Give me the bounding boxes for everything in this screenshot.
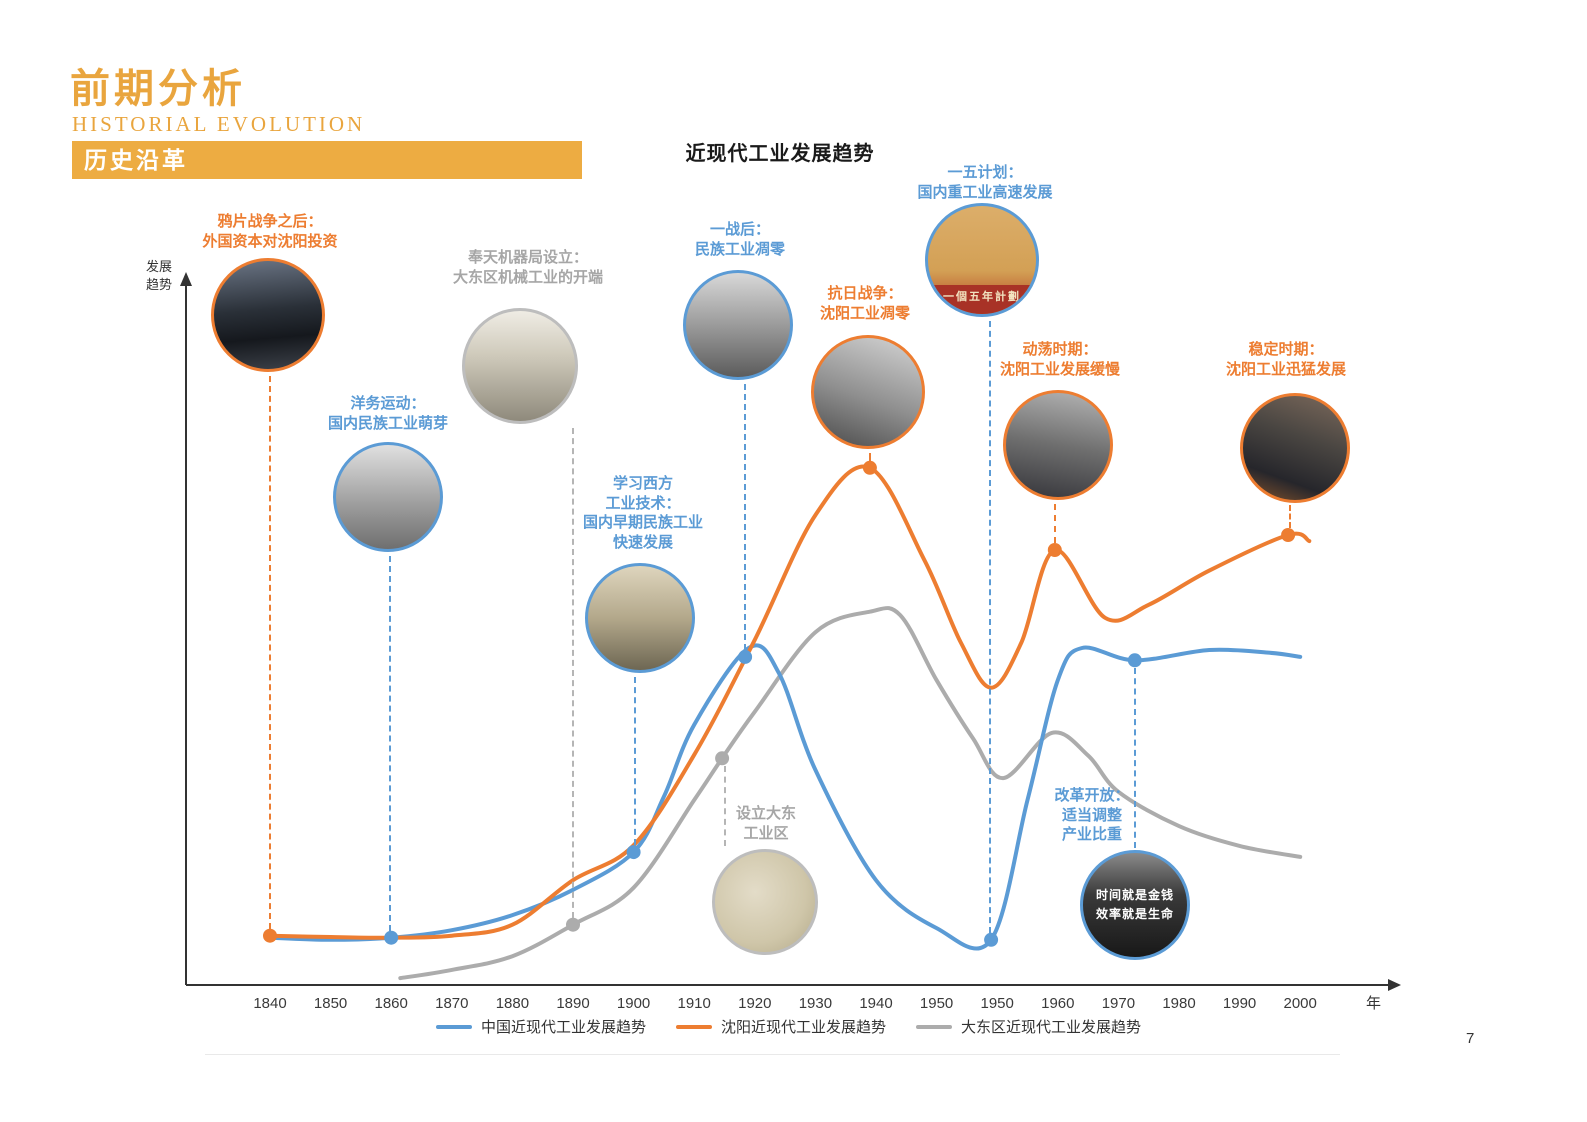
annotation-reform-opening-label: 改革开放： 适当调整 产业比重	[1054, 787, 1130, 843]
series-dot	[263, 928, 277, 943]
legend-swatch-dadong	[916, 1024, 952, 1029]
connector-opium-war	[269, 376, 271, 929]
annotation-westernization-movement-label: 洋务运动： 国内民族工业萌芽	[327, 395, 448, 432]
legend-label-china: 中国近现代工业发展趋势	[480, 1019, 646, 1036]
photo-reform-opening-caption: 时间就是金钱 效率就是生命	[1095, 887, 1174, 921]
series-dot	[738, 649, 753, 664]
section-banner: 历史沿革	[72, 141, 582, 179]
x-tick-label: 2000	[1284, 995, 1317, 1012]
x-tick-label: 1910	[678, 995, 711, 1012]
annotation-post-wwi-label: 一战后： 民族工业凋零	[694, 221, 785, 258]
dadong-trend-line	[398, 606, 1303, 981]
x-tick-label: 1970	[1102, 995, 1135, 1012]
x-tick-label: 1940	[859, 995, 892, 1012]
legend-swatch-china	[435, 1024, 472, 1029]
photo-opium-war	[211, 258, 325, 372]
x-tick-label: 1880	[496, 995, 529, 1012]
footer-divider	[205, 1054, 1340, 1055]
connector-fengtian-machine-bureau	[572, 428, 574, 918]
x-tick-label: 1980	[1162, 995, 1195, 1012]
connector-dadong-industrial-zone	[724, 766, 726, 846]
x-tick-label: 1950	[981, 995, 1014, 1012]
x-tick-label: 1920	[738, 995, 771, 1012]
photo-anti-japanese-war	[811, 335, 925, 449]
y-axis-label: 发展 趋势	[146, 259, 173, 292]
series-dot	[566, 917, 580, 932]
annotation-fengtian-machine-bureau-label: 奉天机器局设立： 大东区机械工业的开端	[452, 249, 603, 286]
photo-post-wwi	[683, 270, 793, 380]
connector-western-tech-learning	[634, 677, 636, 845]
chart-legend: 中国近现代工业发展趋势 沈阳近现代工业发展趋势 大东区近现代工业发展趋势	[185, 1016, 1392, 1037]
annotation-turbulent-period-label: 动荡时期： 沈阳工业发展缓慢	[999, 341, 1120, 378]
connector-turbulent-period	[1054, 504, 1056, 543]
x-tick-label: 1900	[617, 995, 650, 1012]
photo-western-tech-learning	[585, 563, 695, 673]
annotation-dadong-industrial-zone-label: 设立大东 工业区	[735, 805, 796, 842]
legend-label-shenyang: 沈阳近现代工业发展趋势	[720, 1019, 886, 1036]
series-dot	[1047, 543, 1062, 557]
y-axis-arrow	[180, 272, 192, 286]
legend-swatch-shenyang	[675, 1024, 712, 1029]
connector-first-five-year-plan	[989, 321, 991, 933]
x-tick-label: 1860	[375, 995, 408, 1012]
section-banner-label: 历史沿革	[84, 147, 188, 173]
x-tick-label: 1930	[799, 995, 832, 1012]
annotation-first-five-year-plan-label: 一五计划： 国内重工业高速发展	[917, 164, 1053, 201]
x-tick-label: 1890	[556, 995, 589, 1012]
connector-reform-opening	[1134, 668, 1136, 848]
photo-westernization-movement	[333, 442, 443, 552]
x-tick-label: 1990	[1223, 995, 1256, 1012]
page-number: 7	[1466, 1030, 1475, 1047]
photo-fengtian-machine-bureau	[462, 308, 578, 424]
page-title: 前期分析	[70, 67, 246, 111]
x-tick-label: 1960	[1041, 995, 1074, 1012]
legend-label-dadong: 大东区近现代工业发展趋势	[961, 1019, 1142, 1036]
annotation-stable-period-label: 稳定时期： 沈阳工业迅猛发展	[1225, 341, 1346, 378]
photo-turbulent-period	[1003, 390, 1113, 500]
x-tick-label: 1850	[314, 995, 347, 1012]
series-dot	[715, 751, 730, 766]
connector-westernization-movement	[389, 556, 391, 931]
photo-first-five-year-plan: 一個五年計劃	[925, 203, 1039, 317]
photo-dadong-industrial-zone	[712, 849, 818, 955]
x-tick-label: 1870	[435, 995, 468, 1012]
annotation-western-tech-learning-label: 学习西方 工业技术： 国内早期民族工业 快速发展	[582, 475, 703, 551]
china-trend-line	[268, 643, 1303, 951]
photo-reform-opening: 时间就是金钱 效率就是生命	[1080, 850, 1190, 960]
connector-post-wwi	[744, 384, 746, 650]
chart-title: 近现代工业发展趋势	[685, 143, 875, 165]
series-dot	[1281, 528, 1296, 542]
x-tick-label: 1950	[920, 995, 953, 1012]
legend-item-dadong: 大东区近现代工业发展趋势	[916, 1016, 1141, 1037]
photo-stable-period	[1240, 393, 1350, 503]
series-dot	[626, 845, 641, 860]
legend-item-china: 中国近现代工业发展趋势	[435, 1016, 646, 1037]
series-dot	[984, 932, 999, 947]
x-axis-arrow	[1388, 979, 1401, 991]
series-dot	[862, 460, 877, 475]
connector-stable-period	[1289, 505, 1291, 528]
series-dot	[384, 930, 399, 945]
annotation-anti-japanese-war-label: 抗日战争： 沈阳工业凋零	[819, 285, 910, 322]
x-axis-label: 年	[1366, 995, 1382, 1012]
series-dot	[1127, 653, 1142, 668]
legend-item-shenyang: 沈阳近现代工业发展趋势	[675, 1016, 886, 1037]
connector-anti-japanese-war	[869, 453, 871, 461]
x-tick-label: 1840	[253, 995, 286, 1012]
annotation-opium-war-label: 鸦片战争之后： 外国资本对沈阳投资	[202, 213, 338, 250]
page-subtitle: HISTORIAL EVOLUTION	[72, 112, 366, 136]
